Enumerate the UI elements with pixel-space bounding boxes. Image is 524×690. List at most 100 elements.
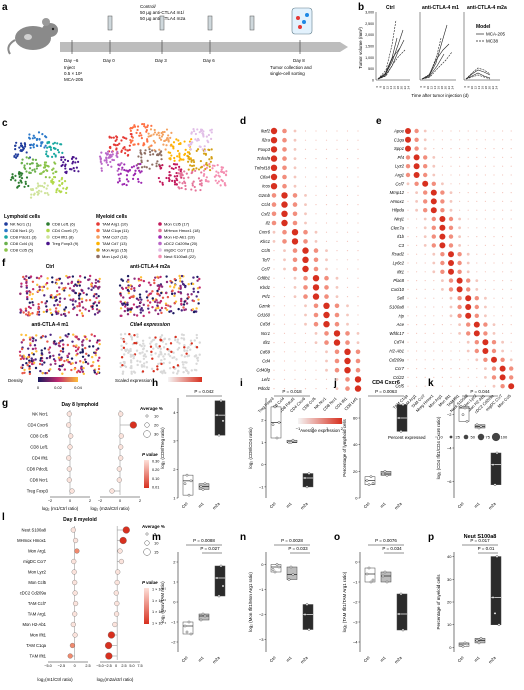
d-dot (281, 219, 288, 227)
f-point (155, 342, 158, 346)
umap-point (14, 144, 17, 147)
data-point (273, 405, 277, 409)
d-gene-label: Tnfrsf18 (254, 165, 270, 170)
box-m2a (302, 473, 314, 488)
group-label: m2a (393, 501, 403, 511)
f-point (126, 309, 130, 312)
dot-m1 (66, 422, 72, 428)
umap-point (51, 178, 54, 181)
d-dot (282, 156, 287, 161)
f-point (68, 287, 72, 290)
e-gene-label: Pf4 (398, 155, 405, 160)
e-dot (416, 385, 418, 387)
e-dot (440, 208, 445, 213)
e-dot (407, 306, 409, 308)
f-point (29, 275, 33, 278)
f-point (84, 308, 87, 311)
f-point (67, 352, 71, 355)
c-legend-item: cDC2 Cd209a (20) (164, 241, 198, 246)
umap-point (125, 178, 129, 181)
d-dot (357, 277, 359, 279)
f-point (148, 336, 151, 340)
l-title: Day 8 myeloid (63, 517, 97, 523)
e-dot (510, 130, 512, 132)
d-dot (271, 220, 277, 226)
e-dot (407, 376, 409, 378)
f-point (29, 291, 32, 294)
f-point (122, 346, 126, 350)
umap-point (65, 186, 69, 189)
f-point (160, 285, 164, 288)
d-dot (346, 158, 349, 160)
f-point (94, 281, 98, 284)
d-dot (336, 250, 338, 252)
e-dot (441, 315, 443, 317)
panel-n-letter: n (240, 532, 246, 543)
f-point (26, 347, 30, 350)
f-point (72, 284, 76, 288)
e-dot (483, 331, 488, 336)
f-point (195, 333, 198, 337)
d-gene-label: Cd160 (257, 313, 270, 318)
f-point (126, 313, 130, 316)
timeline-ticks (71, 40, 301, 54)
umap-point (139, 152, 142, 155)
f-point (169, 279, 172, 283)
umap-point (52, 172, 55, 175)
f-point (61, 350, 65, 353)
d-dot (357, 240, 359, 242)
umap-point (18, 175, 21, 179)
d-dot (273, 378, 275, 380)
d-dot (313, 266, 319, 272)
f-point (97, 301, 101, 304)
row-label: CD8 Ccl5 (30, 434, 49, 439)
e-dot (413, 163, 420, 170)
d-dot (334, 349, 340, 355)
panel-b-letter: b (358, 2, 364, 13)
f-point (74, 361, 78, 364)
panel-h-letter: h (152, 378, 158, 389)
umap-point (44, 176, 47, 179)
e-dot (407, 332, 409, 334)
f-point (97, 367, 101, 371)
umap-point (31, 169, 34, 172)
f-point (63, 368, 67, 371)
d-dot (346, 304, 349, 308)
e-dot (508, 383, 515, 390)
f-point (64, 334, 67, 337)
f-point (31, 339, 35, 343)
d-dot (273, 268, 275, 270)
data-point (465, 642, 469, 646)
d-dot (271, 202, 277, 207)
d-dot (346, 167, 349, 169)
d-dot (336, 148, 338, 150)
f-point (135, 349, 139, 352)
l-xlabel-right: log₂(m2a/ctrl ratio) (97, 677, 134, 682)
panel-d: d Ikzf2Il2raFoxp3Tnfrsf9Tnfrsf18Ctla4Ico… (240, 116, 362, 433)
e-dot (416, 236, 418, 238)
box-m2a (490, 452, 502, 485)
f-point (171, 289, 174, 292)
umap-point (18, 170, 21, 174)
umap-point (180, 186, 183, 190)
f-point (30, 357, 33, 360)
f-point (187, 354, 191, 357)
e-dot (439, 224, 446, 231)
y-tick: −1 (171, 620, 176, 625)
c-legend-item: CD8 Pdcd1 (3) (10, 235, 37, 240)
c-legend-swatch (96, 228, 100, 233)
group-label: m1 (285, 501, 293, 509)
f-point (58, 300, 62, 303)
dot-m2a (115, 569, 121, 575)
umap-point (44, 161, 48, 164)
e-dot (476, 253, 478, 255)
e-dot (459, 341, 461, 343)
dot-m2a (114, 600, 120, 607)
f-point (181, 282, 185, 286)
umap-point (112, 136, 115, 139)
e-dot (423, 155, 428, 160)
dot-m1 (72, 579, 78, 586)
f-point (40, 359, 44, 363)
